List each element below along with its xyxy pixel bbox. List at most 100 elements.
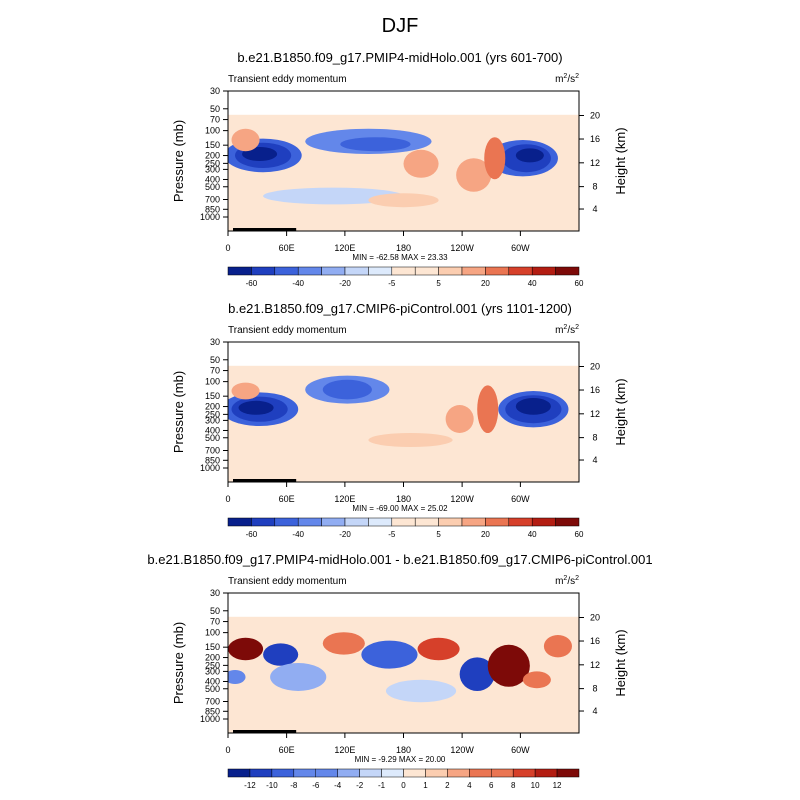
colorbar-label: -60 <box>246 530 258 539</box>
colorbar-box <box>447 768 470 778</box>
contour-blob <box>322 379 372 400</box>
y2tick-label: 8 <box>592 433 597 443</box>
colorbar-label: -5 <box>388 279 396 288</box>
ytick-label: 100 <box>205 628 220 638</box>
colorbar-box <box>438 266 463 276</box>
contour-blob <box>368 433 453 447</box>
stats-label: MIN = -69.00 MAX = 25.02 <box>352 504 448 513</box>
contour-blob <box>484 137 506 180</box>
colorbar-box <box>438 517 463 527</box>
colorbar-box <box>403 768 426 778</box>
contour-blob <box>385 679 457 703</box>
y2tick-label: 20 <box>590 111 600 121</box>
colorbar-label: -20 <box>339 530 351 539</box>
ytick-label: 700 <box>205 697 220 707</box>
xtick-label: 120E <box>334 243 355 253</box>
colorbar-box <box>381 768 404 778</box>
ytick-label: 250 <box>205 660 220 670</box>
topography <box>233 730 297 733</box>
ytick-label: 400 <box>205 174 220 184</box>
ytick-label: 850 <box>205 706 220 716</box>
colorbar-box <box>337 768 360 778</box>
xtick-label: 60E <box>279 494 295 504</box>
ylabel: Pressure (mb) <box>171 371 186 453</box>
colorbar-box <box>251 517 276 527</box>
ytick-label: 30 <box>210 86 220 96</box>
ytick-label: 850 <box>205 204 220 214</box>
contour-blob <box>477 385 499 434</box>
colorbar-label: 5 <box>436 530 441 539</box>
xtick-label: 120E <box>334 745 355 755</box>
units-part: /s <box>567 325 575 336</box>
contour-blob <box>340 137 411 152</box>
contour-blob <box>445 405 474 433</box>
contour-blob <box>543 635 572 658</box>
colorbar-label: -12 <box>244 781 256 790</box>
colorbar-box <box>297 517 322 527</box>
contour-blob <box>242 147 278 161</box>
contour-field <box>228 593 579 733</box>
panel: b.e21.B1850.f09_g17.CMIP6-piControl.001 … <box>171 301 628 539</box>
ytick-label: 70 <box>210 366 220 376</box>
ytick-label: 500 <box>205 433 220 443</box>
colorbar-label: -1 <box>378 781 386 790</box>
ytick-label: 70 <box>210 617 220 627</box>
colorbar-box <box>251 266 276 276</box>
xtick-label: 180 <box>396 494 411 504</box>
colorbar-label: 4 <box>467 781 472 790</box>
colorbar-label: -40 <box>292 530 304 539</box>
units-part: 2 <box>563 73 567 80</box>
colorbar-box <box>297 266 322 276</box>
colorbar-box <box>315 768 338 778</box>
y2tick-label: 4 <box>592 455 597 465</box>
topography <box>233 228 297 231</box>
units-label: m2/s2 <box>555 575 579 587</box>
ytick-label: 1000 <box>200 463 220 473</box>
ytick-label: 50 <box>210 104 220 114</box>
upper-region <box>228 342 579 366</box>
contour-blob <box>456 158 492 192</box>
colorbar-label: -8 <box>290 781 298 790</box>
variable-label: Transient eddy momentum <box>228 74 347 85</box>
ytick-label: 850 <box>205 455 220 465</box>
xtick-label: 60E <box>279 243 295 253</box>
xtick-label: 0 <box>225 494 230 504</box>
units-part: /s <box>567 74 575 85</box>
panel: b.e21.B1850.f09_g17.PMIP4-midHolo.001 - … <box>147 552 652 790</box>
colorbar-label: 5 <box>436 279 441 288</box>
ytick-label: 300 <box>205 666 220 676</box>
y2label: Height (km) <box>613 629 628 696</box>
colorbar-box <box>512 768 536 778</box>
colorbar-label: 2 <box>445 781 450 790</box>
y2tick-label: 12 <box>590 660 600 670</box>
colorbar-box <box>555 517 580 527</box>
units-part: m <box>555 576 563 587</box>
colorbar-label: -60 <box>246 279 258 288</box>
colorbar-label: 40 <box>528 279 537 288</box>
colorbar-box <box>461 266 486 276</box>
colorbar-box <box>425 768 448 778</box>
units-part: m <box>555 74 563 85</box>
y2tick-label: 12 <box>590 409 600 419</box>
colorbar-box <box>227 768 251 778</box>
y2tick-label: 4 <box>592 706 597 716</box>
xtick-label: 0 <box>225 243 230 253</box>
colorbar-box <box>368 517 393 527</box>
colorbar-label: 12 <box>553 781 562 790</box>
colorbar-label: 1 <box>423 781 428 790</box>
ylabel: Pressure (mb) <box>171 120 186 202</box>
ytick-label: 1000 <box>200 212 220 222</box>
topography <box>233 479 297 482</box>
contour-blob <box>515 148 544 163</box>
panel-title: b.e21.B1850.f09_g17.CMIP6-piControl.001 … <box>228 301 572 316</box>
contour-blob <box>459 657 495 691</box>
colorbar-box <box>274 517 299 527</box>
ytick-label: 300 <box>205 415 220 425</box>
colorbar-box <box>344 266 369 276</box>
variable-label: Transient eddy momentum <box>228 325 347 336</box>
xtick-label: 120W <box>450 494 474 504</box>
y2label: Height (km) <box>613 127 628 194</box>
colorbar-label: -20 <box>339 279 351 288</box>
xtick-label: 120W <box>450 745 474 755</box>
ytick-label: 150 <box>205 140 220 150</box>
